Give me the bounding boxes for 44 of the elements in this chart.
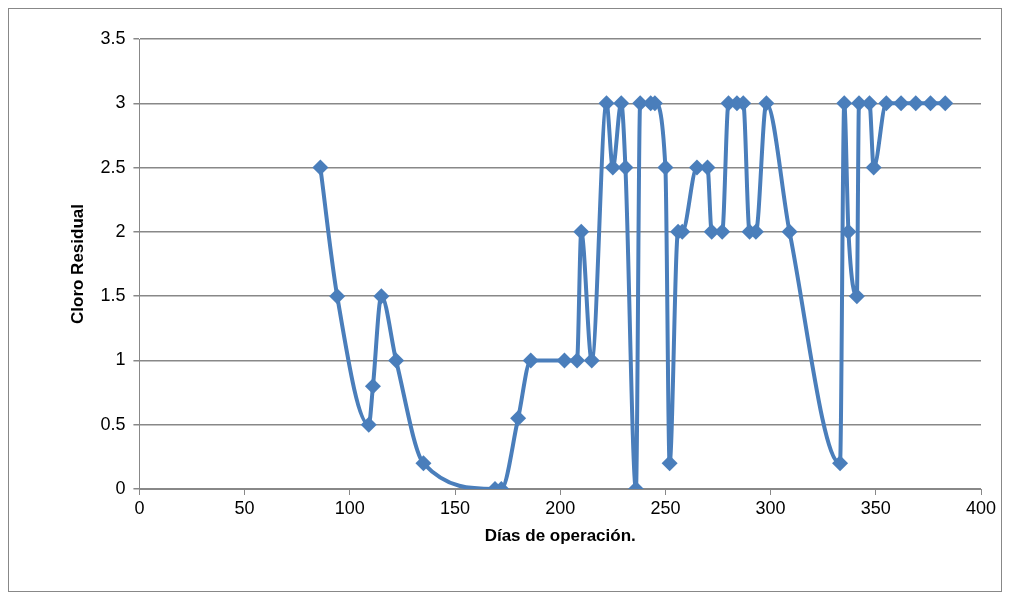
x-tick-label: 350: [860, 497, 891, 518]
x-tick-label: 150: [439, 497, 471, 518]
point: [907, 95, 924, 112]
y-tick-label: 3: [115, 92, 126, 113]
point: [415, 455, 432, 472]
x-tick-label: 100: [334, 497, 365, 518]
point: [840, 223, 857, 240]
y-tick-label: 1: [115, 349, 126, 370]
point: [573, 223, 590, 240]
point: [758, 95, 775, 112]
point: [922, 95, 939, 112]
y-tick-label: 2.5: [100, 156, 126, 177]
y-tick-label: 0: [115, 477, 126, 498]
point: [657, 159, 674, 176]
point: [312, 159, 329, 176]
point: [510, 410, 527, 427]
x-tick-label: 50: [234, 497, 255, 518]
point: [388, 352, 405, 369]
x-tick-label: 250: [650, 497, 681, 518]
point: [893, 95, 910, 112]
point: [329, 288, 346, 305]
y-tick-label: 2: [115, 220, 126, 241]
y-axis-title: Cloro Residual: [67, 204, 87, 324]
point: [569, 352, 586, 369]
x-tick-label: 0: [134, 497, 145, 518]
x-axis-title: Días de operación.: [484, 526, 636, 546]
y-tick-label: 0.5: [100, 413, 126, 434]
x-tick-label: 400: [965, 497, 997, 518]
point: [360, 416, 377, 433]
point: [878, 95, 895, 112]
point: [556, 352, 573, 369]
point: [522, 352, 539, 369]
x-tick-label: 200: [545, 497, 576, 518]
point: [364, 378, 381, 395]
point: [661, 455, 678, 472]
point: [617, 159, 634, 176]
point: [937, 95, 954, 112]
point: [848, 288, 865, 305]
y-tick-label: 3.5: [100, 27, 126, 48]
point: [832, 455, 849, 472]
x-tick-label: 300: [755, 497, 786, 518]
point: [781, 223, 798, 240]
point: [373, 288, 390, 305]
y-tick-label: 1.5: [100, 285, 126, 306]
